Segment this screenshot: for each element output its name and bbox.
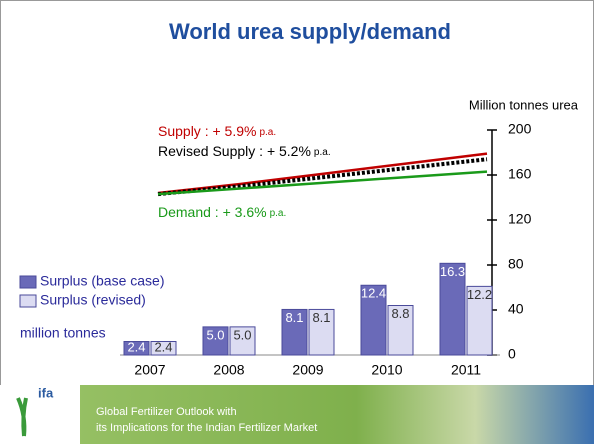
annotation-suffix: p.a. (259, 127, 276, 138)
annotation-text: Supply : + 5.9% (158, 123, 256, 139)
footer-line: its Implications for the Indian Fertiliz… (96, 422, 317, 434)
bar-value-label: 8.1 (285, 310, 303, 325)
chart-title: World urea supply/demand (169, 19, 451, 44)
bar-value-label: 2.4 (127, 339, 145, 354)
footer-band (0, 385, 594, 444)
y-tick-label: 120 (508, 211, 532, 227)
bar (281, 308, 308, 356)
y-tick-label: 160 (508, 166, 532, 182)
y-tick-label: 200 (508, 121, 532, 137)
x-tick-label: 2008 (213, 362, 244, 378)
bar (229, 326, 256, 356)
bar (308, 308, 335, 356)
bar-value-label: 12.2 (467, 287, 492, 302)
line (157, 157, 488, 197)
bar-value-label: 2.4 (154, 339, 172, 354)
bar (360, 284, 387, 356)
legend-swatch (19, 275, 37, 289)
bar (123, 341, 150, 356)
logo-area (0, 385, 80, 444)
y-tick-label: 40 (508, 301, 524, 317)
legend-label: Surplus (base case) (40, 273, 165, 289)
bar (150, 341, 177, 356)
bar-value-label: 5.0 (206, 327, 224, 342)
annotation-suffix: p.a. (270, 208, 287, 219)
legend-note: million tonnes (20, 325, 106, 341)
bar-value-label: 12.4 (361, 286, 386, 301)
annotation-suffix: p.a. (314, 147, 331, 158)
bar (439, 262, 466, 356)
y-axis-label: Million tonnes urea (469, 97, 579, 112)
logo-icon (16, 397, 28, 437)
x-tick-label: 2011 (451, 362, 481, 378)
bar (387, 305, 414, 356)
x-tick-label: 2009 (292, 362, 323, 378)
line (157, 170, 488, 196)
x-tick-label: 2007 (134, 362, 165, 378)
x-tick-label: 2010 (371, 362, 402, 378)
y-tick-label: 80 (508, 256, 524, 272)
bar-value-label: 8.8 (391, 306, 409, 321)
bar-value-label: 8.1 (312, 310, 330, 325)
bar (202, 326, 229, 356)
y-tick-label: 0 (508, 346, 516, 362)
footer-line: Global Fertilizer Outlook with (96, 406, 237, 418)
bar-value-label: 5.0 (233, 327, 251, 342)
logo-text: ifa (38, 385, 54, 400)
annotation: Revised Supply : + 5.2% p.a. (158, 143, 331, 159)
annotation: Demand : + 3.6% p.a. (158, 204, 286, 220)
bar (466, 285, 493, 356)
bar-value-label: 16.3 (440, 264, 465, 279)
legend-swatch (19, 294, 37, 308)
annotation-text: Demand : + 3.6% (158, 204, 267, 220)
annotation: Supply : + 5.9% p.a. (158, 123, 276, 139)
legend-label: Surplus (revised) (40, 292, 146, 308)
annotation-text: Revised Supply : + 5.2% (158, 143, 311, 159)
